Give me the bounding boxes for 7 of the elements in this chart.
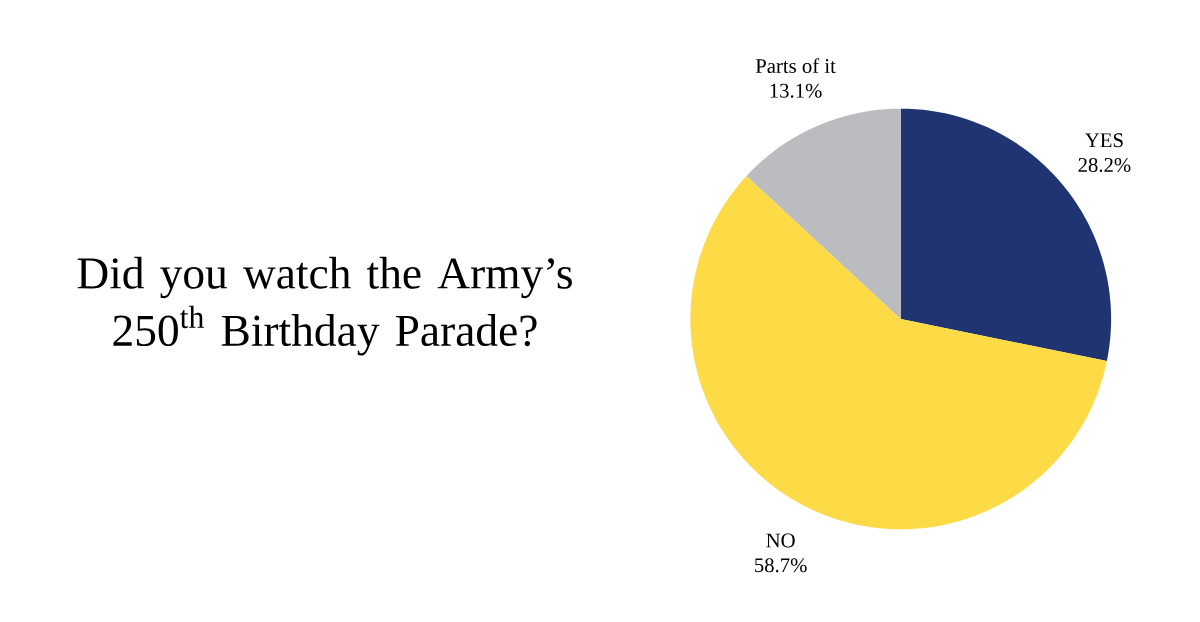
slice-label: NO	[766, 533, 795, 548]
data-label: 58.7%	[755, 558, 807, 573]
slice-label: YES	[1085, 133, 1123, 148]
text: Did you watch the Army’s 250$^{th}$ Birthday Parade?	[77, 256, 572, 356]
slice-label: Parts of it	[755, 58, 836, 73]
data-label: 28.2%	[1078, 157, 1131, 172]
data-label: 13.1%	[770, 83, 822, 98]
